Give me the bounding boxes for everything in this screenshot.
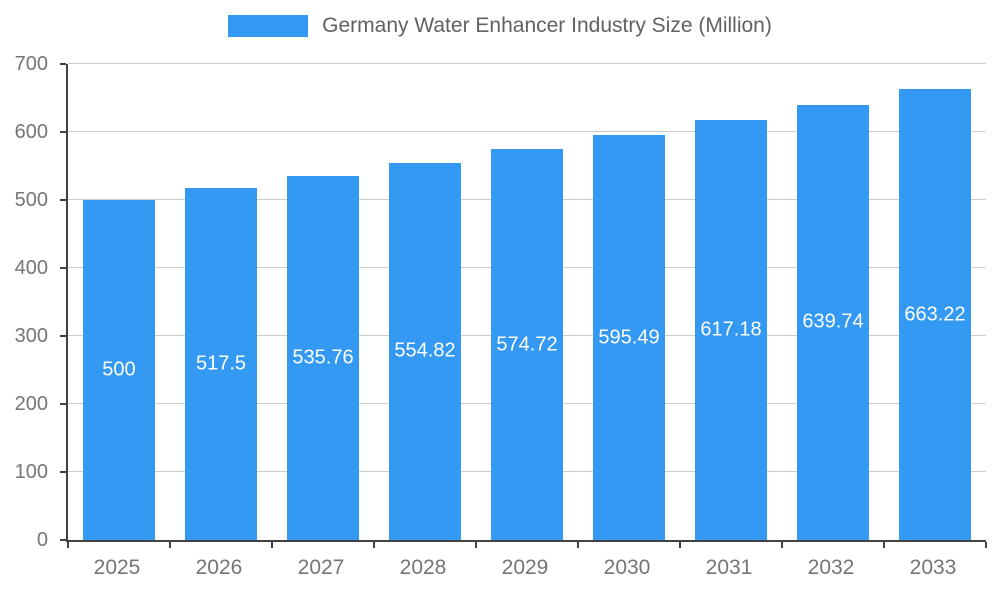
bar-value-label: 639.74: [802, 310, 864, 333]
x-axis-tick: [271, 542, 273, 548]
bar-value-label: 554.82: [394, 339, 456, 362]
y-axis-tick-label: 700: [14, 53, 48, 75]
bar[interactable]: 639.74: [797, 104, 869, 540]
y-axis-tick-label: 0: [36, 529, 48, 551]
x-axis-tick: [678, 542, 681, 548]
gridline: [68, 63, 986, 64]
x-axis-category-label: 2025: [93, 556, 141, 579]
bar-value-label: 535.76: [292, 346, 354, 369]
x-axis-category-label: 2032: [807, 556, 855, 579]
x-axis-category-label: 2029: [501, 556, 549, 579]
x-axis-tick: [577, 542, 579, 548]
x-axis-tick: [883, 542, 885, 548]
bar-value-label: 595.49: [598, 326, 660, 349]
legend-label: Germany Water Enhancer Industry Size (Mi…: [322, 14, 772, 37]
bar-value-label: 574.72: [496, 333, 558, 356]
bar[interactable]: 554.82: [389, 162, 461, 540]
bar-value-label: 663.22: [904, 303, 966, 325]
x-axis-category-label: 2026: [195, 556, 243, 579]
bar[interactable]: 500: [83, 200, 155, 540]
y-axis-labels: 0 100 200 300 400 500 600 700: [0, 54, 58, 550]
y-axis-tick: [60, 131, 66, 133]
x-axis-tick: [985, 542, 987, 548]
y-axis-tick-label: 500: [14, 189, 48, 211]
bar[interactable]: 535.76: [287, 175, 359, 540]
gridline: [68, 131, 986, 132]
x-axis-category-label: 2033: [909, 556, 957, 579]
y-axis-tick: [60, 63, 66, 65]
y-axis-tick: [60, 335, 66, 337]
x-axis-category-label: 2030: [603, 556, 651, 579]
x-axis-tick: [475, 542, 477, 548]
y-axis-tick: [60, 539, 66, 541]
y-axis-tick-label: 400: [14, 257, 48, 279]
bar[interactable]: 617.18: [695, 120, 767, 540]
x-axis-tick: [67, 542, 69, 548]
y-axis-tick-label: 300: [14, 325, 48, 347]
x-axis-category-label: 2027: [297, 556, 345, 579]
bar-value-label: 500: [102, 358, 136, 381]
legend-swatch: [228, 15, 309, 37]
y-axis-tick: [60, 199, 66, 201]
x-axis-labels: 2025 2026 2027 2028 2029 2030 2031 2032 2033: [66, 554, 984, 588]
bar[interactable]: 574.72: [491, 149, 563, 540]
x-axis-tick: [372, 542, 375, 548]
x-axis-tick: [169, 542, 171, 548]
y-axis-tick: [60, 403, 66, 405]
y-axis-tick: [60, 471, 66, 473]
x-axis-category-label: 2028: [399, 556, 447, 579]
bar[interactable]: 517.5: [185, 188, 257, 540]
bar-value-label: 517.5: [195, 352, 247, 375]
bar[interactable]: 595.49: [593, 135, 665, 540]
y-axis-tick-label: 600: [14, 121, 48, 143]
bar-value-label: 617.18: [700, 318, 762, 341]
chart-legend: Germany Water Enhancer Industry Size (Mi…: [0, 14, 1000, 38]
bar[interactable]: 663.22: [899, 89, 971, 540]
y-axis-tick-label: 200: [14, 393, 48, 415]
plot-area: 500 517.5 535.76 554.82 574.72 595.49 617.18 63…: [60, 63, 987, 548]
x-axis-tick: [781, 542, 783, 548]
y-axis-tick: [60, 267, 66, 269]
y-axis-tick-label: 100: [14, 461, 48, 483]
x-axis-category-label: 2031: [705, 556, 753, 579]
